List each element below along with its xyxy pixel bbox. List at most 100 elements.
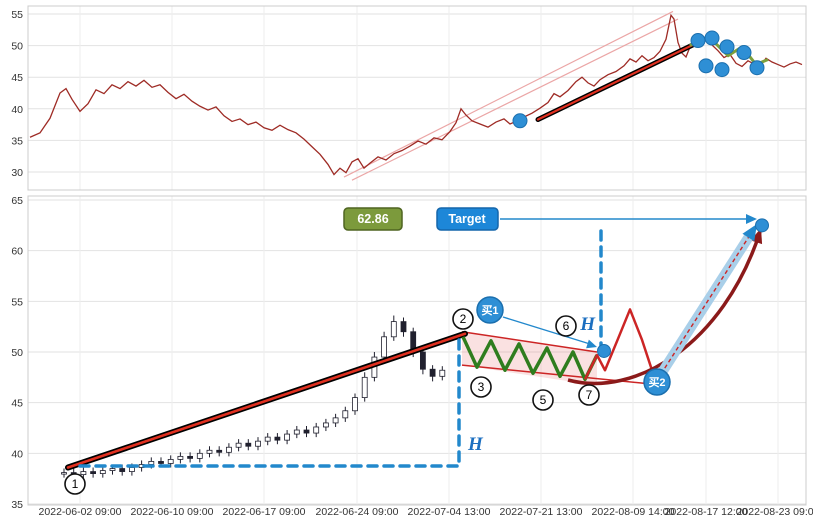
wave-number-label: 2 (460, 312, 467, 326)
buy1-marker: 买1 (476, 296, 504, 324)
candle-body (235, 442, 242, 448)
x-tick-label: 2022-06-02 09:00 (39, 506, 122, 518)
y-tick-label: 45 (11, 398, 23, 410)
candle-body (245, 442, 252, 447)
candle-body (99, 470, 106, 474)
top-panel: 55 50 45 40 35 30 (11, 5, 807, 191)
blue-dot (714, 62, 730, 78)
y-tick-label: 50 (11, 41, 23, 53)
price-target-badge-bg (343, 207, 403, 231)
candle-body (109, 468, 116, 471)
y-tick-label: 35 (11, 499, 23, 511)
candle-body (400, 321, 407, 333)
number-markers: 1 2 3 5 6 7 (64, 308, 600, 495)
candle-body (167, 459, 174, 464)
wave-number-circle (470, 376, 492, 398)
top-panel-border (27, 5, 807, 191)
candle-body (429, 368, 436, 377)
candle-body (352, 397, 358, 412)
candle-body (61, 472, 67, 475)
target-button-bg[interactable] (436, 207, 499, 231)
buy2-circle (643, 368, 671, 396)
wave-number-marker: 5 (532, 389, 554, 411)
candle-body (439, 369, 446, 377)
wave-number-circle (64, 473, 86, 495)
candle-body (148, 461, 155, 465)
x-tick-label: 2022-06-17 09:00 (223, 506, 306, 518)
wave-number-circle (555, 315, 577, 337)
candle-body (158, 461, 164, 464)
candle-body (313, 426, 320, 434)
candle-body (90, 471, 96, 474)
x-tick-label: 2022-08-09 14:00 (592, 506, 675, 518)
h-measure-label-right: H (579, 314, 596, 335)
buy2-label: 买2 (648, 376, 665, 389)
candle-body (80, 471, 87, 476)
candle-body (274, 436, 281, 441)
candle-body (225, 446, 232, 453)
buy1-arrow-line (502, 316, 591, 345)
channel-line (343, 10, 674, 178)
blue-dot (690, 33, 706, 49)
blue-dot (755, 218, 769, 233)
blue-dot (736, 45, 752, 61)
candle-body (216, 449, 223, 453)
wave-number-marker: 1 (64, 473, 86, 495)
zigzag-red (583, 308, 656, 380)
y-tick-label: 60 (11, 246, 23, 258)
buy1-circle (476, 296, 504, 324)
target-button[interactable]: Target (436, 207, 499, 231)
candle-body (332, 417, 339, 424)
candle-body (322, 422, 329, 428)
price-target-badge: 62.86 (343, 207, 403, 231)
y-tick-label: 50 (11, 347, 23, 359)
candle-body (390, 321, 397, 338)
wave-number-marker: 6 (555, 315, 577, 337)
wave-number-label: 7 (586, 388, 593, 402)
candle-body (419, 351, 426, 370)
x-tick-label: 2022-06-10 09:00 (131, 506, 214, 518)
bottom-panel-border (27, 195, 807, 506)
buy1-arrow-head (586, 339, 597, 349)
wave-number-marker: 2 (452, 308, 474, 330)
candle-body (303, 429, 310, 434)
band-arrow-head (742, 224, 757, 242)
y-tick-label: 30 (11, 167, 23, 179)
candle-body (284, 433, 291, 441)
candle-body (119, 468, 126, 472)
price-target-value: 62.86 (357, 212, 388, 226)
wave-number-marker: 3 (470, 376, 492, 398)
blue-dot (719, 39, 735, 55)
candle-body (177, 455, 184, 460)
candle-body (187, 455, 194, 459)
candle-body (293, 429, 300, 435)
wave-number-label: 5 (540, 393, 547, 407)
wave-number-label: 6 (563, 319, 570, 333)
candle-body (361, 376, 368, 398)
blue-dot (698, 58, 714, 74)
candle-body (196, 452, 203, 459)
y-tick-label: 40 (11, 448, 23, 460)
trendline-red (66, 332, 467, 469)
wave-number-marker: 7 (578, 384, 600, 406)
x-tick-label: 2022-08-23 09:00 (737, 506, 813, 518)
candle-body (342, 410, 349, 419)
candle-body (206, 449, 213, 454)
wave-number-label: 1 (72, 477, 79, 491)
wave-number-label: 3 (478, 380, 485, 394)
target-button-label: Target (448, 212, 486, 226)
price-line (29, 13, 803, 176)
x-tick-label: 2022-07-21 13:00 (500, 506, 583, 518)
target-arrow-head (746, 214, 757, 224)
wave-number-circle (532, 389, 554, 411)
candle-body (381, 336, 388, 358)
band-arrow-body (656, 230, 755, 379)
blue-dot (597, 343, 611, 358)
wave-number-circle (452, 308, 474, 330)
blue-dot (512, 113, 528, 129)
trendline-red (536, 39, 704, 121)
blue-dot (749, 60, 765, 76)
candle-body (264, 436, 271, 442)
